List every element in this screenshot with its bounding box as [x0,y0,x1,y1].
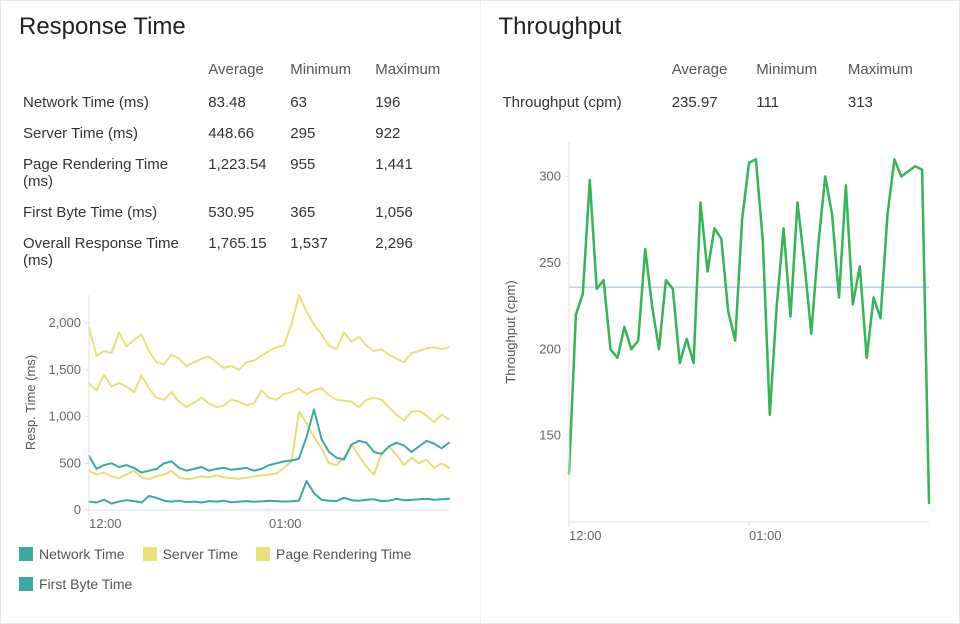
metric-avg: 235.97 [668,88,753,119]
legend-label: Page Rendering Time [276,546,411,562]
metric-min: 365 [286,198,371,229]
response-time-panel: Response Time Average Minimum Maximum Ne… [1,1,481,623]
metric-min: 955 [286,150,371,198]
metric-max: 922 [371,119,461,150]
metric-avg: 83.48 [204,88,286,119]
legend-swatch [19,577,33,591]
svg-text:300: 300 [539,169,561,184]
metric-label: Page Rendering Time (ms) [19,150,204,198]
svg-text:200: 200 [539,341,561,356]
metric-min: 1,537 [286,229,371,277]
metric-min: 111 [752,88,844,119]
table-row: First Byte Time (ms)530.953651,056 [19,198,462,229]
legend-item: Page Rendering Time [256,546,411,562]
metric-label: Server Time (ms) [19,119,204,150]
legend-item: Server Time [143,546,238,562]
metric-max: 1,056 [371,198,461,229]
legend-swatch [256,547,270,561]
metric-avg: 530.95 [204,198,286,229]
svg-text:01:00: 01:00 [749,528,782,543]
svg-text:150: 150 [539,428,561,443]
dashboard: Response Time Average Minimum Maximum Ne… [0,0,960,624]
col-blank [499,55,668,88]
throughput-chart: 150 200 250 300 12:00 01:00 Throughput (cpm) [499,127,942,552]
table-row: Server Time (ms)448.66295922 [19,119,462,150]
response-time-legend: Network Time Server Time Page Rendering Ti… [19,546,462,592]
svg-text:01:00: 01:00 [269,516,302,531]
table-row: Overall Response Time (ms)1,765.151,5372… [19,229,462,277]
col-minimum: Minimum [752,55,844,88]
response-time-table: Average Minimum Maximum Network Time (ms… [19,55,462,277]
response-time-chart: 0 500 1,000 1,500 2,000 12:00 01:00 Resp. Time … [19,285,462,540]
svg-text:12:00: 12:00 [569,528,602,543]
metric-label: Network Time (ms) [19,88,204,119]
legend-swatch [19,547,33,561]
legend-label: First Byte Time [39,576,132,592]
metric-max: 313 [844,88,941,119]
metric-avg: 1,223.54 [204,150,286,198]
metric-min: 295 [286,119,371,150]
table-row: Page Rendering Time (ms)1,223.549551,441 [19,150,462,198]
col-minimum: Minimum [286,55,371,88]
throughput-title: Throughput [499,13,942,41]
table-row: Throughput (cpm)235.97111313 [499,88,942,119]
response-time-title: Response Time [19,13,462,41]
col-blank [19,55,204,88]
svg-text:Resp. Time (ms): Resp. Time (ms) [23,355,38,450]
table-row: Network Time (ms)83.4863196 [19,88,462,119]
metric-min: 63 [286,88,371,119]
legend-label: Network Time [39,546,125,562]
svg-text:Throughput (cpm): Throughput (cpm) [503,280,518,383]
svg-text:500: 500 [59,455,81,470]
metric-max: 1,441 [371,150,461,198]
svg-text:250: 250 [539,255,561,270]
col-maximum: Maximum [371,55,461,88]
metric-label: Overall Response Time (ms) [19,229,204,277]
col-maximum: Maximum [844,55,941,88]
legend-label: Server Time [163,546,238,562]
svg-text:0: 0 [74,502,81,517]
col-average: Average [204,55,286,88]
throughput-table: Average Minimum Maximum Throughput (cpm)… [499,55,942,119]
metric-avg: 1,765.15 [204,229,286,277]
metric-label: Throughput (cpm) [499,88,668,119]
metric-label: First Byte Time (ms) [19,198,204,229]
legend-item: Network Time [19,546,125,562]
svg-text:1,000: 1,000 [48,409,81,424]
col-average: Average [668,55,753,88]
svg-text:2,000: 2,000 [48,315,81,330]
svg-text:12:00: 12:00 [89,516,122,531]
metric-max: 196 [371,88,461,119]
legend-swatch [143,547,157,561]
metric-max: 2,296 [371,229,461,277]
svg-text:1,500: 1,500 [48,362,81,377]
legend-item: First Byte Time [19,576,132,592]
metric-avg: 448.66 [204,119,286,150]
throughput-panel: Throughput Average Minimum Maximum Throu… [481,1,960,623]
